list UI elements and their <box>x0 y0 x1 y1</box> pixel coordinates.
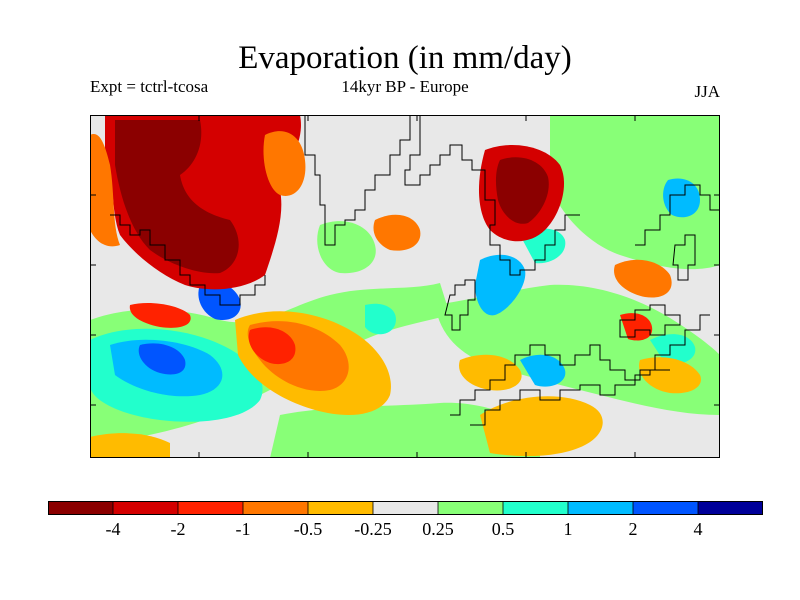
colorbar-swatch <box>243 501 309 515</box>
period-label: 14kyr BP - Europe <box>341 77 469 96</box>
coastline-north-america <box>110 214 266 306</box>
experiment-label: Expt = tctrl-tcosa <box>90 77 209 96</box>
colorbar-swatch <box>373 501 439 515</box>
coastline-black-sea <box>619 304 681 338</box>
field-green-centre <box>317 221 376 274</box>
field-orange-south-africa <box>480 396 603 457</box>
coastline-iceland-britain <box>444 279 476 331</box>
field-cyan-centre <box>365 303 396 335</box>
colorbar <box>48 501 763 515</box>
field-red-midatlantic <box>248 327 296 365</box>
field-green-south-band <box>270 402 540 458</box>
colorbar-swatch <box>308 501 374 515</box>
coastlines <box>110 115 720 426</box>
field-orange-greenland-coast <box>263 131 306 196</box>
chart-title: Evaporation (in mm/day) <box>238 40 572 76</box>
field-blue-mediterranean <box>520 354 566 387</box>
coastline-greenland <box>300 115 411 246</box>
coastline-caspian <box>672 234 696 281</box>
colorbar-swatch <box>698 501 763 515</box>
coastline-north-africa <box>470 369 670 426</box>
colorbar-swatch <box>113 501 179 515</box>
field-red-westcoast-patch <box>129 303 191 328</box>
colorbar-label: -2 <box>170 519 186 539</box>
field-darkred-north-america <box>115 120 239 274</box>
field-darkblue-southwest <box>138 343 186 375</box>
map-canvas <box>90 115 720 458</box>
colorbar-label: 0.5 <box>491 519 515 539</box>
season-label: JJA <box>694 82 720 101</box>
coastline-scandinavia <box>404 115 580 276</box>
field-darkred-scandinavia <box>495 157 549 224</box>
colorbar-swatch <box>633 501 699 515</box>
coastline-europe-mediterranean <box>450 314 710 416</box>
colorbar-label: -0.5 <box>293 519 323 539</box>
coastline-east <box>635 184 720 246</box>
colorbar-swatch <box>48 501 114 515</box>
evaporation-map <box>90 115 720 458</box>
colorbar-label: 0.25 <box>422 519 454 539</box>
colorbar-swatch <box>568 501 634 515</box>
colorbar-swatch <box>503 501 569 515</box>
colorbar-frame <box>48 501 763 515</box>
field-orange-north-america-rim <box>90 134 120 247</box>
colorbar-label: -1 <box>235 519 251 539</box>
colorbar-swatch <box>438 501 504 515</box>
map-frame <box>90 115 720 458</box>
field-blue-north-sea <box>475 254 526 316</box>
colorbar-label: -0.25 <box>354 519 392 539</box>
field-orange-northatlantic-blob <box>373 214 421 251</box>
field-orange-bottom-left <box>90 433 170 458</box>
field-blue-northeast <box>663 178 700 218</box>
colorbar-label: 1 <box>563 519 573 539</box>
field-orange-southeurope <box>459 354 522 391</box>
colorbar-swatches <box>48 501 763 515</box>
colorbar-label: -4 <box>105 519 121 539</box>
field-green-scandinavia-east <box>550 115 720 270</box>
colorbar-label: 4 <box>693 519 703 539</box>
colorbar-label: 2 <box>628 519 638 539</box>
colorbar-swatch <box>178 501 244 515</box>
field-cyan-east <box>650 334 696 365</box>
field-orange-east <box>614 259 672 298</box>
